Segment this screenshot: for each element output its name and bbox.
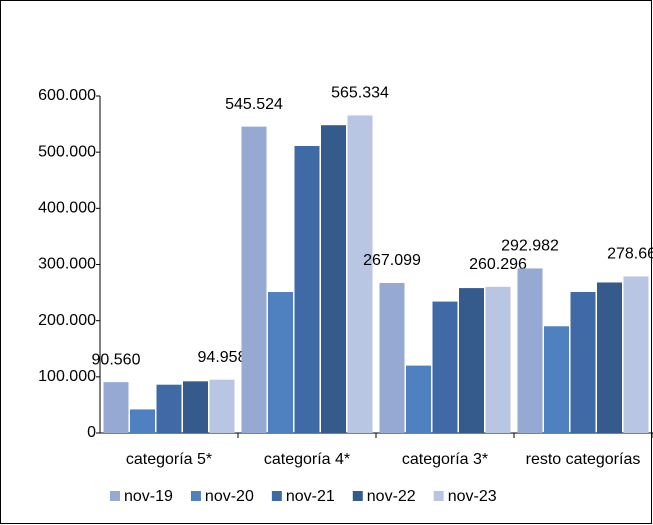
value-label: 545.524 [225,96,283,113]
bar [294,145,320,433]
bar [623,276,649,433]
legend-swatch [352,491,363,501]
y-tick-label: 100.000 [38,368,96,385]
bar [209,379,235,433]
bar [379,282,405,433]
legend-label: nov-23 [448,488,497,505]
legend-swatch [271,491,282,501]
bar [485,286,511,433]
legend-label: nov-20 [205,488,254,505]
legend-swatch [433,491,444,501]
legend-swatch [190,491,201,501]
bar [103,382,129,433]
y-tick-label: 200.000 [38,312,96,329]
bar [321,125,346,433]
y-tick-label: 300.000 [38,256,96,273]
bar [459,288,484,433]
value-label: 278.664 [607,246,653,263]
legend-label: nov-22 [367,488,416,505]
bar [268,292,293,433]
bar [347,115,373,433]
legend-label: nov-21 [286,488,335,505]
value-label: 260.296 [469,256,527,273]
bar [241,126,267,433]
x-tick-label: categoría 5* [125,451,213,468]
bar [156,384,182,433]
value-label: 267.099 [363,252,421,269]
y-tick-label: 400.000 [38,200,96,217]
bar [432,301,458,433]
bar [406,365,431,433]
bar [570,292,596,433]
bar [597,282,622,433]
y-tick-label: 600.000 [38,87,96,104]
bar [517,268,543,433]
legend-swatch [110,491,120,501]
x-tick-label: categoría 4* [263,451,351,468]
bar [544,326,569,433]
y-tick-label: 500.000 [38,143,96,160]
legend-label: nov-19 [124,488,173,505]
value-label: 90.560 [92,351,141,368]
bar [183,381,208,433]
bar [130,409,155,433]
y-tick-label: 0 [87,424,96,441]
value-label: 292.982 [501,238,559,255]
value-label: 565.334 [331,85,389,102]
x-tick-label: categoría 3* [401,451,489,468]
value-label: 94.958 [198,349,247,366]
x-tick-label: resto categorías [525,451,641,468]
